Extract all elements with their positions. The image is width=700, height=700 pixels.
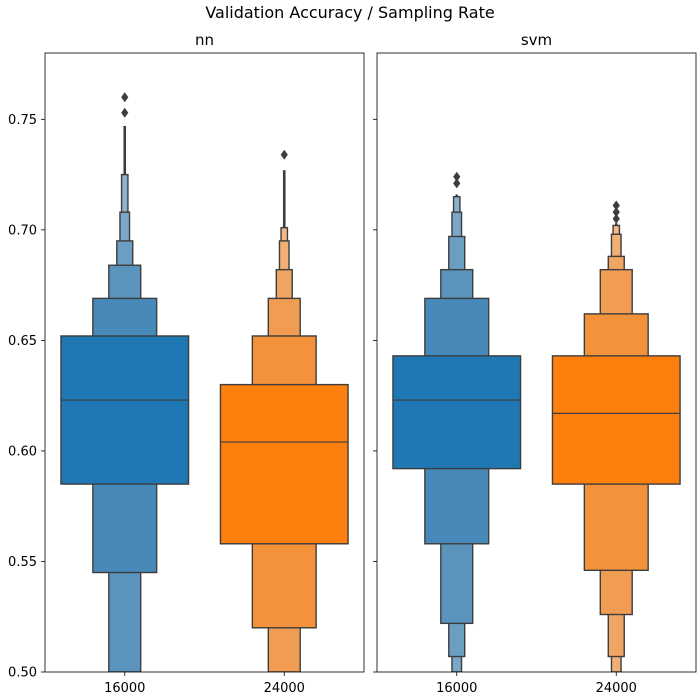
plot-area (392, 171, 681, 672)
y-tick-label: 0.50 (8, 666, 37, 681)
boxen-16000 (392, 171, 522, 672)
outlier-point (121, 107, 129, 118)
x-tick-label: 16000 (104, 681, 145, 696)
box-level-0 (219, 383, 349, 545)
panel-svm: 16000 24000 svm (373, 31, 697, 696)
outlier-point (612, 213, 620, 224)
panel-title: svm (521, 31, 552, 49)
boxen-24000 (551, 200, 681, 672)
outlier-point (121, 92, 129, 103)
box-level-0 (392, 355, 522, 470)
outlier-point (612, 207, 620, 218)
y-tick-label: 0.70 (8, 223, 37, 238)
y-tick-label: 0.75 (8, 113, 37, 128)
y-tick-label: 0.55 (8, 555, 37, 570)
outlier-point (453, 178, 461, 189)
outlier-point (612, 200, 620, 211)
axes-frame (44, 52, 365, 673)
x-tick-label: 24000 (264, 681, 305, 696)
outlier-point (280, 149, 288, 160)
axes-frame (376, 52, 697, 673)
chart-suptitle: Validation Accuracy / Sampling Rate (205, 3, 494, 22)
boxen-24000 (219, 149, 349, 672)
x-tick-label: 16000 (436, 681, 477, 696)
panel-title: nn (195, 31, 214, 49)
boxen-16000 (60, 92, 190, 672)
outlier-point (453, 171, 461, 182)
y-tick-label: 0.65 (8, 334, 37, 349)
plot-area (60, 92, 349, 672)
box-level-0 (60, 335, 190, 485)
y-tick-label: 0.60 (8, 444, 37, 459)
panel-nn: 0.50 0.55 0.60 0.65 0.70 0.75 16000 24000 nn (8, 31, 365, 696)
box-level-0 (551, 355, 681, 485)
x-tick-label: 24000 (596, 681, 637, 696)
